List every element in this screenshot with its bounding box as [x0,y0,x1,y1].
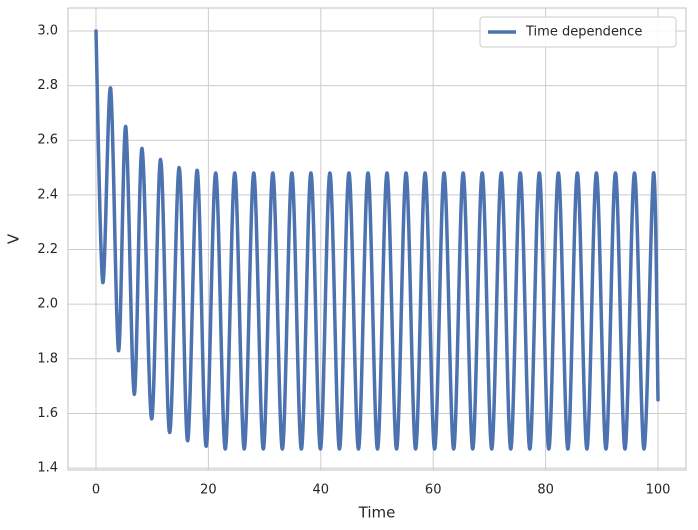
y-tick-label: 2.6 [37,133,58,148]
x-tick-label: 20 [200,483,217,498]
y-tick-label: 2.8 [37,78,58,93]
legend-label: Time dependence [525,25,642,40]
y-tick-label: 1.4 [37,461,58,476]
x-axis-label: Time [358,504,396,522]
x-tick-label: 80 [537,483,554,498]
y-axis-label: V [5,233,23,244]
x-tick-label: 100 [646,483,671,498]
legend: Time dependence [479,16,677,48]
y-tick-label: 2.2 [37,242,58,257]
y-tick-label: 2.0 [37,297,58,312]
x-tick-label: 40 [313,483,330,498]
x-tick-label: 60 [425,483,442,498]
data-line [94,29,660,451]
y-tick-label: 2.4 [37,187,58,202]
y-tick-label: 3.0 [37,23,58,38]
y-tick-label: 1.8 [37,351,58,366]
legend-box [479,16,677,48]
y-tick-label: 1.6 [37,406,58,421]
x-tick-label: 0 [92,483,100,498]
plot-frame [67,7,687,471]
